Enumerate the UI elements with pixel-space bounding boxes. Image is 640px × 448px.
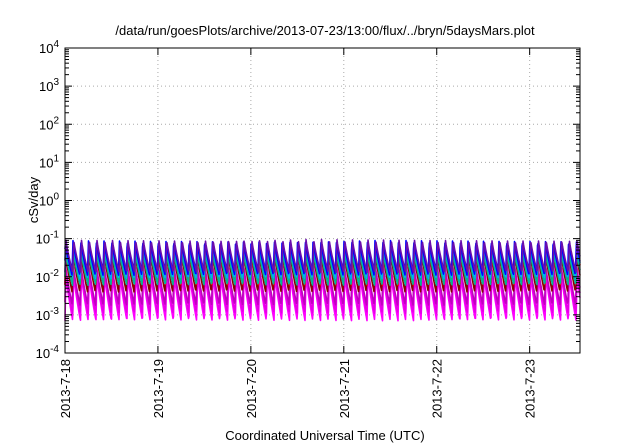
x-tick-label: 2013-7-19 [151,359,166,418]
series-line [64,238,581,274]
x-axis-label: Coordinated Universal Time (UTC) [225,428,424,443]
y-tick-label: 101 [39,153,59,170]
y-tick-label: 103 [39,77,59,94]
x-tick-label: 2013-7-22 [430,359,445,418]
y-tick-label: 10-3 [36,306,60,323]
y-tick-label: 10-1 [36,230,60,247]
x-tick-label: 2013-7-20 [244,359,259,418]
series-layer [64,238,581,322]
y-axis: 10-4 10-3 10-2 10-1 100 101 102 103 104 [36,39,580,361]
x-axis: 2013-7-18 2013-7-19 2013-7-20 2013-7-21 2013… [58,48,538,418]
chart-title: /data/run/goesPlots/archive/2013-07-23/1… [115,23,535,38]
x-tick-label: 2013-7-23 [523,359,538,418]
x-tick-label: 2013-7-18 [58,359,73,418]
y-tick-label: 100 [39,192,59,209]
grid [65,48,580,353]
x-tick-label: 2013-7-21 [337,359,352,418]
y-tick-label: 102 [39,115,59,132]
y-tick-label: 104 [39,39,59,56]
y-axis-label: cSv/day [26,176,41,223]
y-tick-label: 10-4 [36,344,60,361]
y-tick-label: 10-2 [36,268,60,285]
